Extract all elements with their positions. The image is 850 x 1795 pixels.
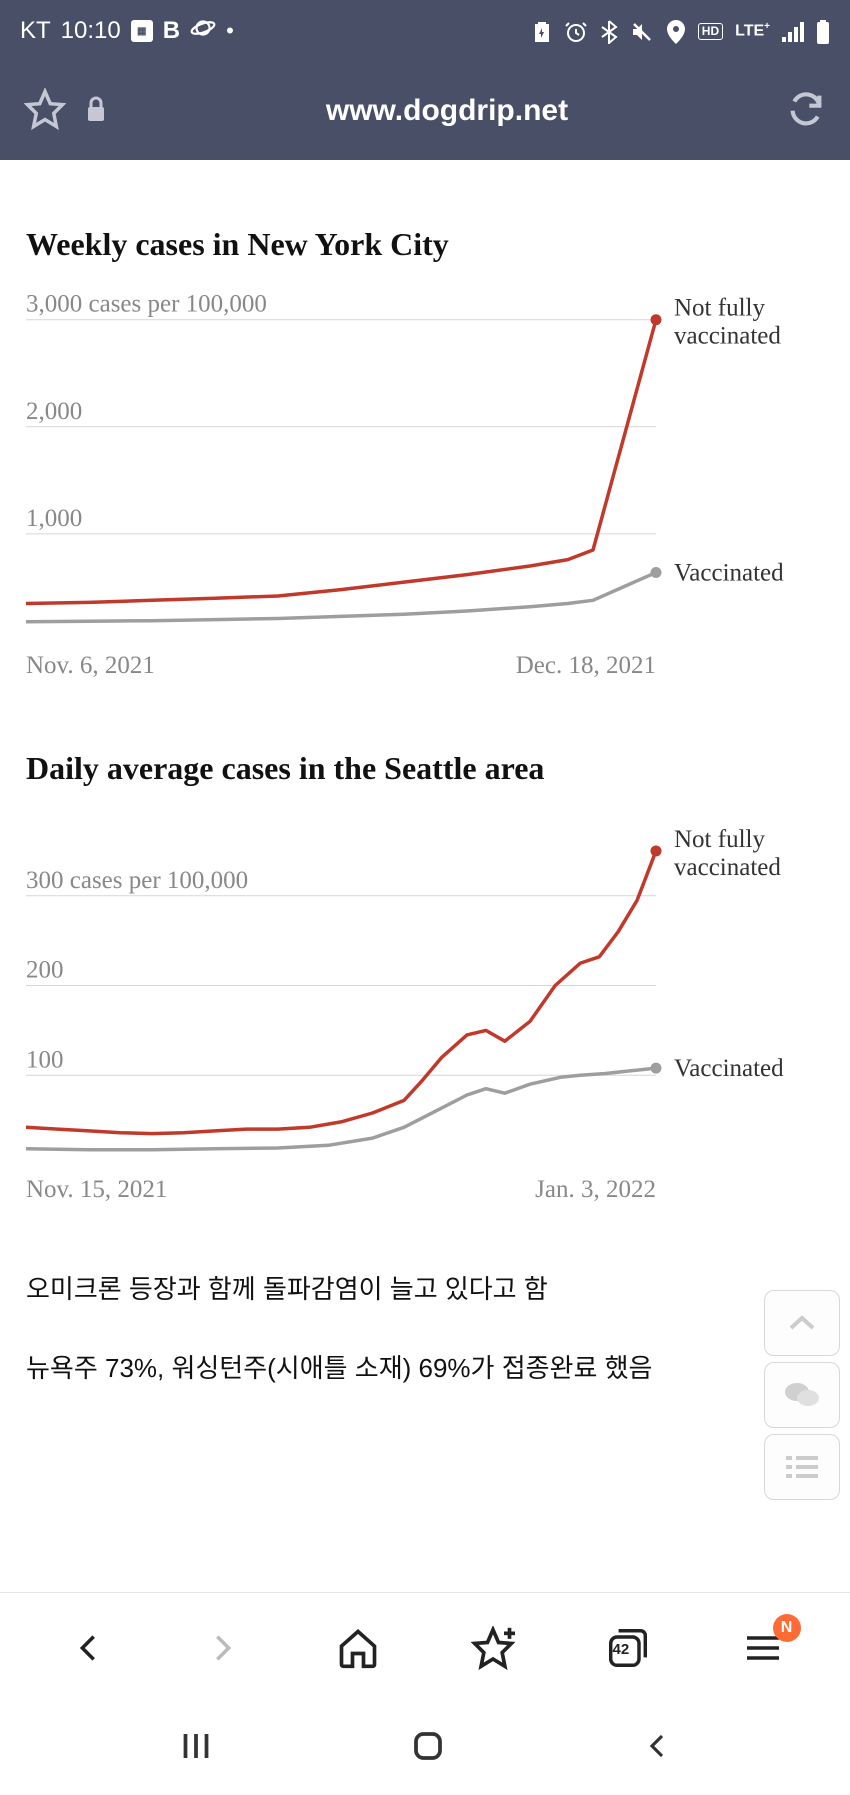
svg-text:2,000: 2,000 [26,398,82,425]
svg-text:Dec. 18, 2021: Dec. 18, 2021 [516,652,656,679]
battery-icon [816,17,830,45]
clock-label: 10:10 [61,17,121,45]
carrier-label: KT [20,17,51,45]
svg-text:Not fully: Not fully [674,826,765,853]
svg-text:100: 100 [26,1046,64,1073]
chart-nyc-weekly-cases: Weekly cases in New York City 3,000 case… [26,226,824,686]
reload-icon[interactable] [786,89,826,134]
chart-plot-area: 300 cases per 100,000 200 100 Not fullyvacc… [26,805,824,1210]
lock-icon [84,95,108,128]
app-icon-b: B [163,17,180,45]
battery-saver-icon [532,17,552,45]
svg-text:vaccinated: vaccinated [674,323,781,350]
status-bar: KT 10:10 ▦ B • HD LTE+ [0,0,850,62]
browser-address-bar: www.dogdrip.net [0,62,850,160]
svg-text:Nov. 15, 2021: Nov. 15, 2021 [26,1176,167,1203]
svg-text:3,000 cases per 100,000: 3,000 cases per 100,000 [26,291,267,318]
svg-text:300 cases per 100,000: 300 cases per 100,000 [26,867,248,894]
more-dot-icon: • [226,18,234,44]
menu-badge: N [773,1614,801,1642]
article-paragraph: 오미크론 등장과 함께 돌파감염이 늘고 있다고 함 [26,1270,824,1309]
menu-button[interactable]: N [733,1618,793,1678]
tabs-button[interactable]: 42 [598,1618,658,1678]
alarm-icon [564,17,588,45]
list-button[interactable] [764,1434,840,1500]
back-button[interactable] [58,1618,118,1678]
lte-icon: LTE+ [735,21,770,40]
svg-text:Not fully: Not fully [674,295,765,322]
svg-text:1,000: 1,000 [26,505,82,532]
svg-text:vaccinated: vaccinated [674,854,781,881]
android-nav-bar [0,1702,850,1795]
forward-button[interactable] [193,1618,253,1678]
hd-icon: HD [698,23,723,40]
app-icon-planet [190,15,216,48]
scroll-top-button[interactable] [764,1290,840,1356]
chart-plot-area: 3,000 cases per 100,000 2,000 1,000 Not ful… [26,281,824,686]
signal-icon [782,17,804,45]
floating-action-buttons [764,1290,840,1506]
svg-text:Nov. 6, 2021: Nov. 6, 2021 [26,652,155,679]
app-icon-1: ▦ [131,20,153,42]
bookmarks-button[interactable] [463,1618,523,1678]
bookmark-star-icon[interactable] [24,88,66,135]
svg-text:Vaccinated: Vaccinated [674,1055,784,1082]
svg-text:Vaccinated: Vaccinated [674,559,784,586]
mute-icon [630,17,654,45]
location-icon [666,17,686,45]
chart-seattle-daily-cases: Daily average cases in the Seattle area … [26,750,824,1210]
url-text[interactable]: www.dogdrip.net [126,94,768,128]
article-paragraph: 뉴욕주 73%, 워싱턴주(시애틀 소재) 69%가 접종완료 했음 [26,1349,824,1388]
bluetooth-icon [600,17,618,45]
comments-button[interactable] [764,1362,840,1428]
tabs-count: 42 [613,1641,630,1658]
svg-text:Jan. 3, 2022: Jan. 3, 2022 [535,1176,656,1203]
svg-text:200: 200 [26,957,64,984]
chart-title: Daily average cases in the Seattle area [26,750,824,787]
article-body: 오미크론 등장과 함께 돌파감염이 늘고 있다고 함 뉴욕주 73%, 워싱턴주… [26,1270,824,1388]
home-nav-button[interactable] [410,1728,446,1769]
home-button[interactable] [328,1618,388,1678]
browser-bottom-toolbar: 42 N [0,1592,850,1702]
page-content: Weekly cases in New York City 3,000 case… [0,160,850,1388]
chart-title: Weekly cases in New York City [26,226,824,263]
back-nav-button[interactable] [642,1728,672,1769]
recents-button[interactable] [178,1728,214,1769]
